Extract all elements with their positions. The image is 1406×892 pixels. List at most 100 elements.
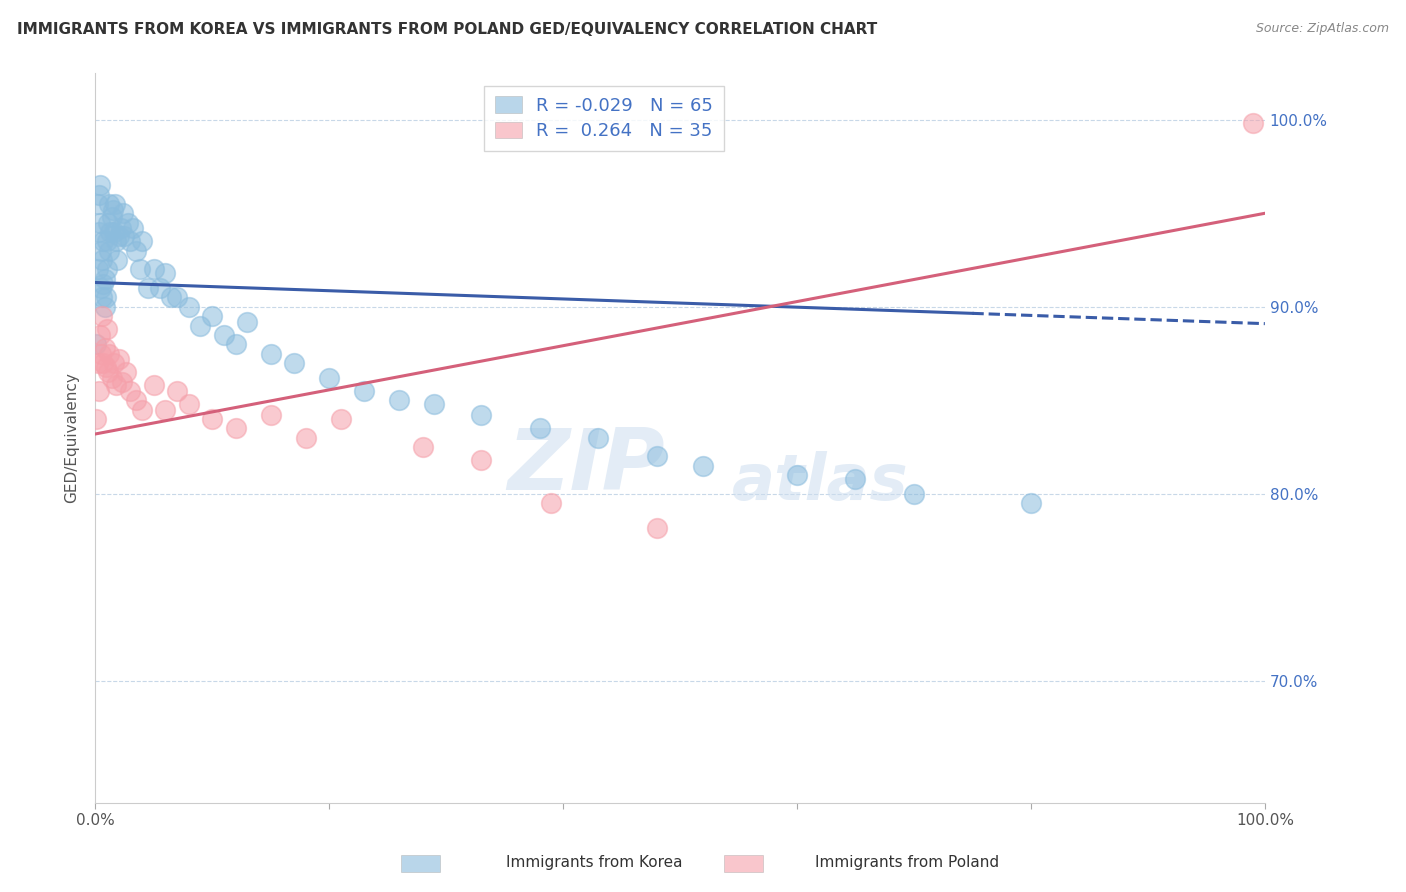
Point	[93, 235, 115, 249]
Y-axis label: GED/Equivalency: GED/Equivalency	[65, 372, 79, 503]
Point	[318, 371, 340, 385]
Point	[259, 409, 281, 423]
Point	[259, 346, 281, 360]
Point	[105, 235, 128, 249]
Point	[645, 450, 668, 464]
Point	[225, 337, 247, 351]
Point	[470, 453, 492, 467]
Point	[225, 421, 247, 435]
Point	[190, 318, 212, 333]
Point	[93, 271, 115, 285]
Point	[120, 235, 142, 249]
Point	[87, 225, 110, 239]
Point	[98, 346, 121, 360]
Point	[86, 337, 108, 351]
Point	[844, 472, 866, 486]
Point	[98, 197, 121, 211]
Point	[114, 365, 136, 379]
Point	[586, 431, 609, 445]
Point	[142, 262, 165, 277]
Point	[86, 197, 108, 211]
Point	[96, 322, 118, 336]
Point	[90, 281, 112, 295]
Point	[212, 327, 235, 342]
Point	[112, 206, 135, 220]
Point	[131, 235, 153, 249]
Point	[903, 487, 925, 501]
Point	[412, 440, 434, 454]
Point	[388, 393, 411, 408]
Point	[177, 397, 200, 411]
Point	[87, 384, 110, 398]
Point	[540, 496, 562, 510]
Text: atlas: atlas	[733, 450, 908, 513]
Point	[103, 356, 125, 370]
Point	[294, 431, 316, 445]
Point	[86, 412, 108, 426]
Text: ZIP: ZIP	[508, 425, 665, 508]
Point	[93, 300, 115, 314]
Point	[94, 290, 117, 304]
Text: Immigrants from Korea: Immigrants from Korea	[506, 855, 683, 870]
Point	[236, 315, 259, 329]
Point	[91, 290, 114, 304]
Legend: R = -0.029   N = 65, R =  0.264   N = 35: R = -0.029 N = 65, R = 0.264 N = 35	[484, 86, 724, 151]
Point	[112, 228, 135, 243]
Point	[93, 356, 115, 370]
Point	[1019, 496, 1042, 510]
Point	[1241, 116, 1264, 130]
Point	[529, 421, 551, 435]
Point	[155, 402, 177, 417]
Point	[160, 290, 183, 304]
Point	[423, 397, 446, 411]
Point	[111, 375, 134, 389]
Point	[121, 221, 143, 235]
Point	[104, 197, 127, 211]
Point	[201, 412, 224, 426]
Point	[128, 262, 150, 277]
Point	[96, 262, 118, 277]
Point	[283, 356, 305, 370]
Point	[201, 309, 224, 323]
Point	[101, 202, 124, 217]
Point	[125, 393, 148, 408]
Point	[107, 228, 129, 243]
Point	[125, 244, 148, 258]
Point	[166, 384, 188, 398]
Point	[177, 300, 200, 314]
Point	[90, 346, 112, 360]
Point	[645, 520, 668, 534]
Point	[86, 356, 108, 370]
Point	[87, 187, 110, 202]
Text: Immigrants from Poland: Immigrants from Poland	[815, 855, 1000, 870]
Point	[107, 253, 129, 268]
Point	[692, 458, 714, 473]
Point	[89, 178, 111, 193]
Point	[105, 378, 128, 392]
Point	[136, 281, 159, 295]
Point	[470, 409, 492, 423]
Point	[93, 341, 115, 355]
Point	[148, 281, 170, 295]
Point	[97, 365, 120, 379]
Point	[100, 225, 122, 239]
Point	[120, 384, 142, 398]
Point	[98, 244, 121, 258]
Point	[100, 371, 122, 385]
Point	[329, 412, 352, 426]
Point	[117, 216, 139, 230]
Point	[103, 225, 125, 239]
Point	[93, 277, 115, 292]
Text: IMMIGRANTS FROM KOREA VS IMMIGRANTS FROM POLAND GED/EQUIVALENCY CORRELATION CHAR: IMMIGRANTS FROM KOREA VS IMMIGRANTS FROM…	[17, 22, 877, 37]
Point	[131, 402, 153, 417]
Point	[786, 468, 808, 483]
Point	[155, 266, 177, 280]
Point	[353, 384, 375, 398]
Point	[91, 253, 114, 268]
Point	[96, 235, 118, 249]
Point	[86, 262, 108, 277]
Point	[142, 378, 165, 392]
Point	[107, 352, 129, 367]
Point	[89, 216, 111, 230]
Point	[97, 216, 120, 230]
